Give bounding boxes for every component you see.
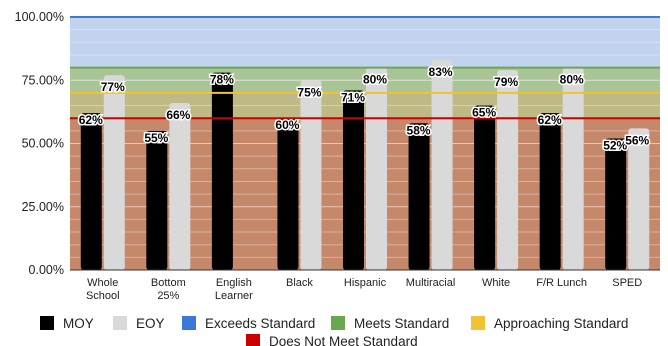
data-label-moy: 60% xyxy=(275,118,299,132)
y-tick-label: 75.00% xyxy=(22,73,64,87)
y-axis: 0.00% 25.00% 50.00% 75.00% 100.00% xyxy=(15,10,64,277)
data-label-moy: 55% xyxy=(144,131,168,145)
x-tick-label-line: Multiracial xyxy=(406,277,456,289)
x-tick-label-line: Whole xyxy=(87,277,118,289)
data-label-eoy: 75% xyxy=(297,85,321,99)
y-tick-label: 25.00% xyxy=(22,200,64,214)
legend-swatch xyxy=(471,316,485,330)
data-label-moy: 78% xyxy=(210,73,234,87)
legend-label: Exceeds Standard xyxy=(205,316,315,331)
data-label-eoy: 79% xyxy=(494,75,518,89)
data-label-eoy: 83% xyxy=(429,65,453,79)
bar-moy xyxy=(277,118,299,270)
bar-moy xyxy=(80,113,102,270)
bar-eoy xyxy=(562,67,584,270)
x-tick-label: Multiracial xyxy=(406,277,456,289)
x-tick-label-line: Black xyxy=(286,277,313,289)
data-label-eoy: 77% xyxy=(101,80,125,94)
legend-swatch xyxy=(331,316,345,330)
x-tick-label: F/R Lunch xyxy=(536,277,587,289)
data-label-eoy: 56% xyxy=(625,133,649,147)
bar-moy xyxy=(408,123,430,270)
legend-swatch xyxy=(246,334,260,346)
x-tick-label: SPED xyxy=(612,277,642,289)
legend-label: EOY xyxy=(136,316,165,331)
x-tick-label-line: School xyxy=(86,290,120,302)
x-tick-label: Hispanic xyxy=(344,277,387,289)
y-tick-label: 50.00% xyxy=(22,137,64,151)
x-tick-label-line: 25% xyxy=(157,290,179,302)
bar-eoy xyxy=(431,60,453,271)
x-tick-label-line: SPED xyxy=(612,277,642,289)
data-label-moy: 71% xyxy=(341,90,365,104)
x-tick-label: Black xyxy=(286,277,313,289)
x-tick-label-line: Bottom xyxy=(151,277,186,289)
bar-moy xyxy=(211,72,233,270)
x-tick-label-line: Hispanic xyxy=(344,277,387,289)
bar-moy xyxy=(474,105,496,270)
data-label-eoy: 80% xyxy=(363,73,387,87)
bar-eoy xyxy=(366,67,387,270)
band-3 xyxy=(70,17,660,68)
legend-label: Does Not Meet Standard xyxy=(269,334,418,346)
legend-label: Approaching Standard xyxy=(494,316,628,331)
data-label-moy: 65% xyxy=(472,106,496,120)
bar-moy xyxy=(146,130,168,270)
bar-moy xyxy=(343,90,364,271)
bar-eoy xyxy=(103,75,125,270)
y-tick-label: 100.00% xyxy=(15,10,64,24)
bar-eoy xyxy=(169,103,191,271)
data-label-moy: 62% xyxy=(538,113,562,127)
legend-label: Meets Standard xyxy=(354,316,449,331)
data-label-moy: 58% xyxy=(407,123,431,137)
band-1 xyxy=(70,92,660,119)
bars xyxy=(80,60,650,271)
y-tick-label: 0.00% xyxy=(29,263,64,277)
bar-eoy xyxy=(300,80,322,270)
legend-swatch xyxy=(113,316,127,330)
x-tick-label: Whole School xyxy=(86,277,120,302)
x-tick-label-line: English xyxy=(216,277,252,289)
data-label-eoy: 80% xyxy=(560,73,584,87)
x-tick-label-line: White xyxy=(482,277,510,289)
x-tick-label: White xyxy=(482,277,510,289)
bar-eoy xyxy=(497,70,519,270)
x-axis: Whole School Bottom 25% English Learner Black H… xyxy=(70,269,660,302)
legend-label: MOY xyxy=(63,316,94,331)
legend-swatch xyxy=(40,316,54,330)
data-labels: 62% 55% 78% 60% 71% 58% 65% 62% 52% 77% 66% 75% 80% 8… xyxy=(77,64,651,154)
legend: MOY EOY Exceeds Standard Meets Standard Appr… xyxy=(40,316,628,346)
data-label-eoy: 66% xyxy=(166,108,190,122)
data-label-moy: 62% xyxy=(79,113,103,127)
x-tick-label-line: F/R Lunch xyxy=(536,277,587,289)
x-tick-label: English Learner xyxy=(215,277,253,302)
x-tick-label: Bottom 25% xyxy=(151,277,186,302)
bar-moy xyxy=(605,138,627,270)
x-tick-label-line: Learner xyxy=(215,290,253,302)
legend-swatch xyxy=(182,316,196,330)
bar-eoy xyxy=(628,128,650,270)
bar-moy xyxy=(539,113,561,270)
data-label-moy: 52% xyxy=(603,138,627,152)
threshold-lines xyxy=(70,16,660,120)
